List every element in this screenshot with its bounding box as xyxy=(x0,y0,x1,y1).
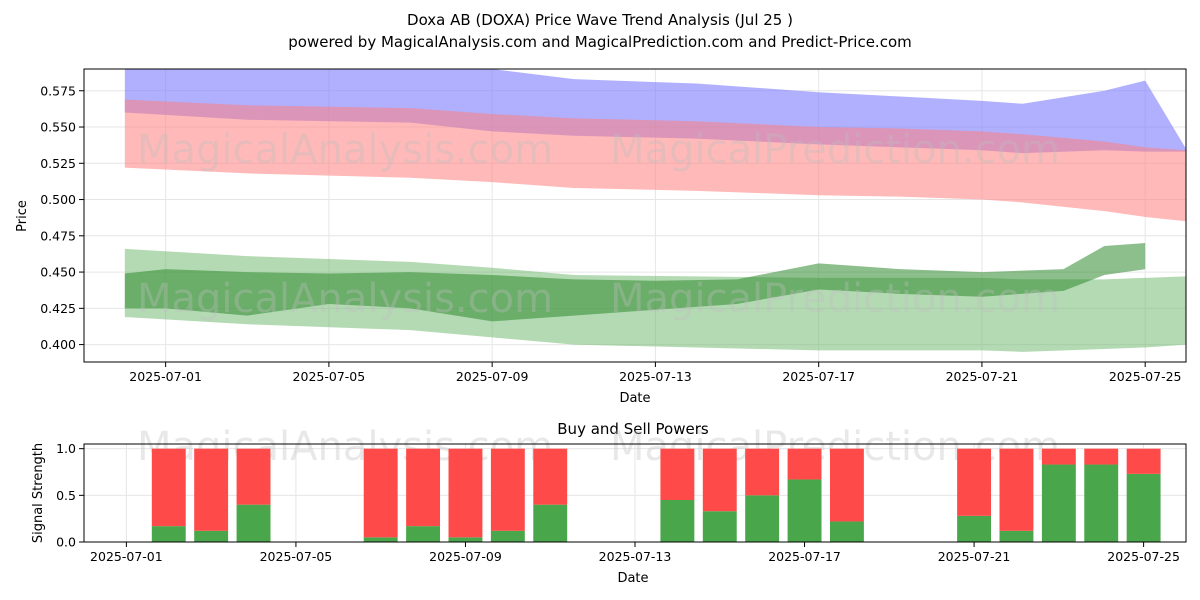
price-bands xyxy=(124,69,1186,352)
price-y-label: Price xyxy=(15,200,30,232)
price-x-tick-label: 2025-07-05 xyxy=(293,369,366,384)
signal-x-tick-label: 2025-07-13 xyxy=(599,549,672,564)
price-x-tick-label: 2025-07-09 xyxy=(456,369,529,384)
signal-title: Buy and Sell Powers xyxy=(557,420,709,438)
price-y-tick-label: 0.450 xyxy=(40,265,76,280)
signal-bars xyxy=(151,448,1161,542)
buy-bar xyxy=(363,537,398,542)
sell-bar xyxy=(533,448,568,505)
signal-y-tick-label: 0.0 xyxy=(56,535,76,550)
sell-bar xyxy=(829,448,864,522)
price-x-tick-label: 2025-07-17 xyxy=(782,369,855,384)
buy-bar xyxy=(787,479,822,542)
sell-bar xyxy=(957,448,992,516)
price-x-tick-label: 2025-07-01 xyxy=(129,369,202,384)
signal-panel: Buy and Sell Powers MagicalAnalysis.com … xyxy=(31,420,1187,586)
buy-bar xyxy=(151,526,186,542)
buy-bar xyxy=(448,537,483,542)
watermark-left-2: MagicalAnalysis.com xyxy=(137,276,553,322)
price-x-tick-label: 2025-07-13 xyxy=(619,369,692,384)
sell-bar xyxy=(1084,448,1119,465)
price-band-1 xyxy=(124,99,1186,222)
sell-bar xyxy=(702,448,737,512)
signal-y-ticks: 0.0 0.5 1.0 xyxy=(56,441,84,550)
sell-bar xyxy=(448,448,483,538)
price-y-tick-label: 0.425 xyxy=(40,301,76,316)
price-y-tick-label: 0.550 xyxy=(40,120,76,135)
sell-bar xyxy=(236,448,271,505)
buy-bar xyxy=(829,521,864,542)
signal-x-tick-label: 2025-07-17 xyxy=(768,549,841,564)
sell-bar xyxy=(999,448,1034,531)
price-y-tick-label: 0.400 xyxy=(40,337,76,352)
sell-bar xyxy=(151,448,186,527)
signal-y-label: Signal Strength xyxy=(31,443,46,543)
sell-bar xyxy=(660,448,695,500)
price-y-tick-label: 0.475 xyxy=(40,228,76,243)
chart-title: Doxa AB (DOXA) Price Wave Trend Analysis… xyxy=(407,11,793,29)
price-panel: MagicalAnalysis.com MagicalPrediction.co… xyxy=(15,68,1187,406)
signal-x-tick-label: 2025-07-09 xyxy=(429,549,502,564)
watermark-right-2: MagicalPrediction.com xyxy=(610,276,1060,322)
price-x-tick-label: 2025-07-25 xyxy=(1109,369,1182,384)
watermark-left: MagicalAnalysis.com xyxy=(137,127,553,173)
price-y-tick-label: 0.575 xyxy=(40,83,76,98)
signal-y-tick-label: 1.0 xyxy=(56,441,76,456)
buy-bar xyxy=(490,530,525,542)
price-x-label: Date xyxy=(619,391,650,406)
signal-x-tick-label: 2025-07-05 xyxy=(260,549,333,564)
signal-x-ticks: 2025-07-01 2025-07-05 2025-07-09 2025-07-13… xyxy=(90,542,1180,564)
price-x-ticks: 2025-07-01 2025-07-05 2025-07-09 2025-07-13… xyxy=(129,362,1182,384)
price-band-3 xyxy=(124,243,1146,322)
sell-bar xyxy=(1126,448,1161,474)
watermark-right: MagicalPrediction.com xyxy=(610,127,1060,173)
buy-bar xyxy=(957,515,992,542)
price-y-ticks: 0.400 0.425 0.450 0.475 0.500 0.525 0.550 0.575 xyxy=(40,83,84,352)
buy-bar xyxy=(236,504,271,542)
sell-bar xyxy=(194,448,229,531)
chart-subtitle: powered by MagicalAnalysis.com and Magic… xyxy=(288,33,912,51)
sell-bar xyxy=(787,448,822,480)
buy-bar xyxy=(702,511,737,542)
signal-x-tick-label: 2025-07-21 xyxy=(938,549,1011,564)
sell-bar xyxy=(745,448,780,496)
price-y-tick-label: 0.525 xyxy=(40,156,76,171)
buy-bar xyxy=(1084,464,1119,542)
sell-bar xyxy=(406,448,441,527)
buy-bar xyxy=(745,495,780,542)
buy-bar xyxy=(660,500,695,542)
buy-bar xyxy=(999,530,1034,542)
signal-y-tick-label: 0.5 xyxy=(56,488,76,503)
buy-bar xyxy=(1041,464,1076,542)
buy-bar xyxy=(533,504,568,542)
sell-bar xyxy=(363,448,398,538)
price-x-tick-label: 2025-07-21 xyxy=(946,369,1019,384)
signal-x-label: Date xyxy=(617,571,648,586)
signal-x-tick-label: 2025-07-25 xyxy=(1107,549,1180,564)
sell-bar xyxy=(1041,448,1076,465)
price-y-tick-label: 0.500 xyxy=(40,192,76,207)
buy-bar xyxy=(194,530,229,542)
buy-bar xyxy=(406,526,441,542)
price-plot-frame xyxy=(83,68,1187,363)
buy-bar xyxy=(1126,473,1161,542)
signal-x-tick-label: 2025-07-01 xyxy=(90,549,163,564)
sell-bar xyxy=(490,448,525,531)
